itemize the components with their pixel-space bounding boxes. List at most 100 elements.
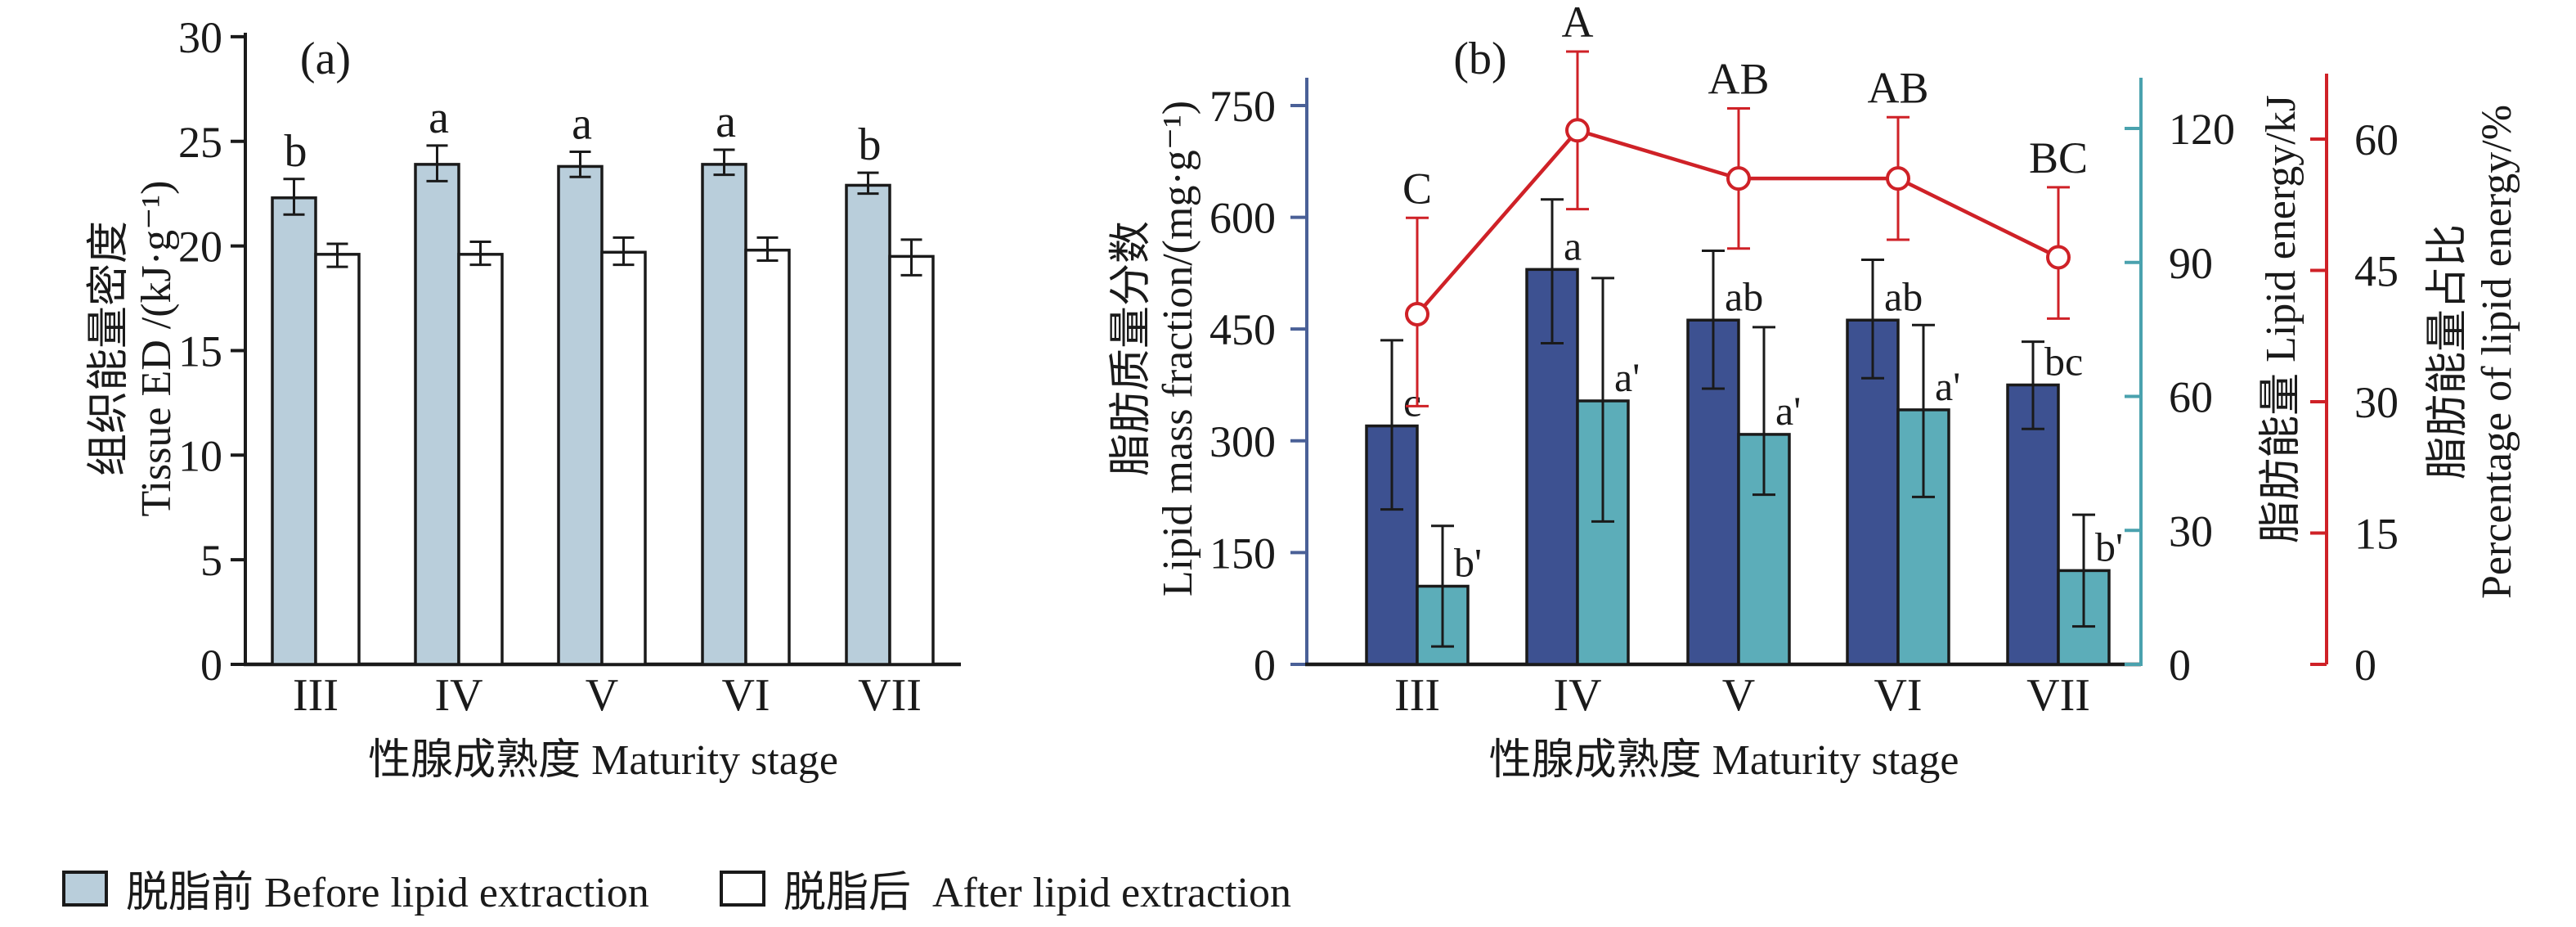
point-percentage-of-lipid-energy-III <box>1405 302 1429 326</box>
errbar-after-IV <box>469 240 491 267</box>
errbar-before-V <box>569 151 591 178</box>
panel-a-y-title: 组织能量密度Tissue ED /(kJ·g⁻¹) <box>86 181 180 517</box>
panel-b-left-axis-title-line-2: Lipid mass fraction/(mg·g⁻¹) <box>1155 101 1201 596</box>
panel-b-xtick-label-V: V <box>1722 670 1755 721</box>
errbar-lipid-mass-fraction-VI <box>1861 258 1884 380</box>
panel-a-ytick-label-30: 30 <box>178 13 222 62</box>
sig-letter-lipid-mass-fraction-VI: ab <box>1884 273 1923 319</box>
sig-letter-before-III: b <box>285 126 307 177</box>
panel-b-left-tick-label-150: 150 <box>1209 529 1276 578</box>
panel-a-x-title: 性腺成熟度 Maturity stage <box>368 737 838 784</box>
sig-letter-lipid-mass-fraction-V: ab <box>1725 273 1763 319</box>
panel-b-percent-tick-label-30: 30 <box>2354 378 2399 427</box>
errbar-after-VII <box>900 238 922 277</box>
errbar-before-IV <box>426 144 448 182</box>
panel-b-percent-tick-label-60: 60 <box>2354 115 2399 164</box>
sig-letter-before-IV: a <box>429 92 449 143</box>
panel-a-ytick-label-20: 20 <box>178 223 222 272</box>
bar-before-IV <box>414 163 460 666</box>
errbar-lipid-energy-VII <box>2072 513 2095 628</box>
errbar-lipid-mass-fraction-VII <box>2022 340 2044 430</box>
bar-before-VI <box>701 163 747 666</box>
sig-letter-before-VII: b <box>859 119 882 170</box>
sig-letter-lipid-energy-VI: a' <box>1935 363 1960 409</box>
bar-after-IV <box>457 253 504 666</box>
errbar-lipid-energy-IV <box>1591 277 1614 523</box>
panel-b-energy-tick-label-30: 30 <box>2169 506 2213 556</box>
panel-b-energy-tick-label-120: 120 <box>2169 105 2235 154</box>
panel-b-left-tick-label-450: 450 <box>1209 305 1276 354</box>
legend-item-after: 脱脂后 After lipid extraction <box>720 857 1291 919</box>
sig-letter-percentage-of-lipid-energy-IV: A <box>1562 0 1594 47</box>
panel-b-left-axis-title-line-1: 脂肪质量分数 <box>1108 221 1155 476</box>
panel-a-y-title-line-1: 组织能量密度 <box>86 221 132 476</box>
sig-letter-lipid-energy-IV: a' <box>1614 354 1640 400</box>
legend-swatch-before <box>62 870 108 907</box>
panel-b-xtick-label-VI: VI <box>1874 670 1922 721</box>
sig-letter-percentage-of-lipid-energy-III: C <box>1402 164 1432 213</box>
point-percentage-of-lipid-energy-VII <box>2046 245 2071 270</box>
panel-a-xtick-label-IV: IV <box>434 670 482 721</box>
panel-b-energy-axis-title: 脂肪能量 Lipid energy/kJ <box>2258 95 2304 543</box>
sig-letter-lipid-mass-fraction-IV: a <box>1564 223 1582 268</box>
bar-before-III <box>271 196 317 666</box>
panel-b-energy-axis-title-line-1: 脂肪能量 Lipid energy/kJ <box>2258 95 2304 543</box>
errbar-lipid-energy-VI <box>1912 323 1935 498</box>
sig-letter-lipid-energy-III: b' <box>1454 539 1482 585</box>
panel-b-left-tick-label-750: 750 <box>1209 82 1276 131</box>
panel-a-tag: (a) <box>300 34 351 84</box>
sig-letter-percentage-of-lipid-energy-VII: BC <box>2029 133 2088 182</box>
panel-a: 0 5 10 15 20 25 30 b a a a b III IV V VI VII 性腺成熟度 Maturi… <box>86 13 961 784</box>
panel-b-percent-tick-label-15: 15 <box>2354 510 2399 559</box>
panel-b-energy-tick-label-0: 0 <box>2169 641 2191 690</box>
panel-a-ytick-label-15: 15 <box>178 326 222 376</box>
panel-a-xtick-label-V: V <box>586 670 618 721</box>
panel-a-ytick-label-5: 5 <box>200 536 222 585</box>
legend-label-after: 脱脂后 After lipid extraction <box>783 870 1291 916</box>
errbar-before-VII <box>857 171 879 196</box>
point-percentage-of-lipid-energy-IV <box>1565 118 1590 143</box>
panel-b-percent-axis-title-line-1: 脂肪能量占比 <box>2425 224 2471 479</box>
panel-b-x-title: 性腺成熟度 Maturity stage <box>1489 737 1959 784</box>
panel-b-xtick-label-IV: IV <box>1553 670 1601 721</box>
sig-letter-lipid-mass-fraction-III: c <box>1403 380 1421 425</box>
panel-b-left-axis-title: 脂肪质量分数Lipid mass fraction/(mg·g⁻¹) <box>1108 101 1201 596</box>
panel-b-percent-axis-title-line-2: Percentage of lipid energy/% <box>2474 105 2520 599</box>
point-percentage-of-lipid-energy-VI <box>1886 166 1910 191</box>
panel-a-ytick-label-10: 10 <box>178 431 222 480</box>
panel-a-xtick-label-III: III <box>293 670 339 721</box>
panel-b-percent-tick-label-45: 45 <box>2354 247 2399 296</box>
errbar-lipid-mass-fraction-IV <box>1541 198 1564 344</box>
errbar-before-III <box>283 178 305 216</box>
panel-b-percent-tick-label-0: 0 <box>2354 641 2376 690</box>
panel-b-tag: (b) <box>1453 34 1506 84</box>
bar-before-VII <box>845 183 891 666</box>
bar-after-VI <box>744 248 791 666</box>
panel-b-left-tick-label-300: 300 <box>1209 417 1276 466</box>
panel-a-xtick-label-VII: VII <box>858 670 922 721</box>
sig-letter-lipid-energy-V: a' <box>1775 388 1801 434</box>
errbar-lipid-mass-fraction-V <box>1702 250 1725 390</box>
legend-item-before: 脱脂前 Before lipid extraction <box>62 857 649 919</box>
panel-a-ytick-label-25: 25 <box>178 118 222 167</box>
errbar-after-VI <box>756 236 779 262</box>
errbar-after-V <box>613 236 635 267</box>
errbar-after-III <box>326 242 348 268</box>
bar-before-V <box>557 164 604 666</box>
errbar-lipid-energy-V <box>1752 326 1775 497</box>
sig-letter-lipid-energy-VII: b' <box>2095 524 2123 569</box>
bar-after-VII <box>888 254 935 666</box>
errbar-lipid-energy-III <box>1431 524 1454 648</box>
bar-after-III <box>314 253 361 666</box>
errbar-before-VI <box>713 148 735 177</box>
legend-label-before: 脱脂前 Before lipid extraction <box>126 870 649 916</box>
errbar-lipid-mass-fraction-III <box>1380 339 1403 511</box>
panel-b-energy-tick-label-90: 90 <box>2169 239 2213 288</box>
sig-letter-lipid-mass-fraction-VII: bc <box>2044 338 2083 384</box>
panel-a-xtick-label-VI: VI <box>721 670 770 721</box>
sig-letter-before-V: a <box>572 99 592 150</box>
panel-b-percent-axis-title: 脂肪能量占比Percentage of lipid energy/% <box>2425 105 2520 599</box>
